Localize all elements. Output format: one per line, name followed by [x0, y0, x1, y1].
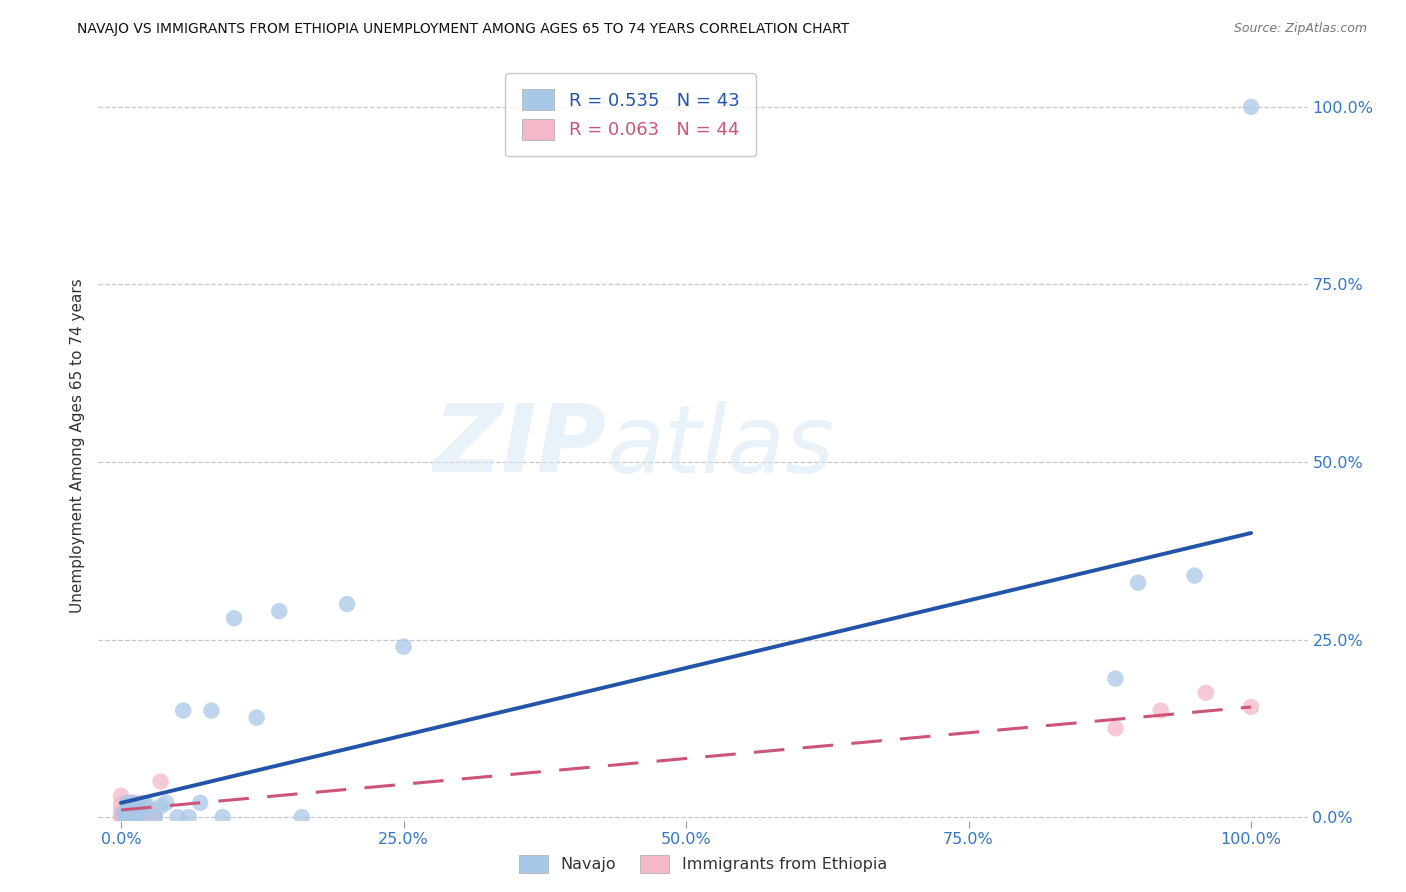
- Point: [122, 806, 145, 821]
- Point: [118, 801, 141, 815]
- Legend: Navajo, Immigrants from Ethiopia: Navajo, Immigrants from Ethiopia: [513, 848, 893, 880]
- Point: [117, 810, 139, 824]
- Point: [120, 799, 142, 814]
- Point: [112, 810, 135, 824]
- Point: [1240, 100, 1263, 114]
- Point: [149, 774, 172, 789]
- Text: NAVAJO VS IMMIGRANTS FROM ETHIOPIA UNEMPLOYMENT AMONG AGES 65 TO 74 YEARS CORREL: NAVAJO VS IMMIGRANTS FROM ETHIOPIA UNEMP…: [77, 22, 849, 37]
- Point: [111, 810, 134, 824]
- Point: [115, 803, 138, 817]
- Point: [125, 799, 148, 814]
- Point: [121, 810, 143, 824]
- Point: [110, 789, 132, 803]
- Point: [110, 797, 132, 812]
- Point: [138, 806, 160, 821]
- Point: [121, 799, 143, 814]
- Point: [125, 803, 148, 817]
- Point: [166, 810, 188, 824]
- Point: [121, 796, 143, 810]
- Point: [118, 806, 141, 821]
- Point: [1104, 721, 1126, 735]
- Point: [112, 803, 135, 817]
- Point: [114, 799, 136, 814]
- Point: [155, 796, 177, 810]
- Point: [121, 803, 143, 817]
- Point: [132, 810, 155, 824]
- Point: [124, 810, 146, 824]
- Text: ZIP: ZIP: [433, 400, 606, 492]
- Legend: R = 0.535   N = 43, R = 0.063   N = 44: R = 0.535 N = 43, R = 0.063 N = 44: [505, 73, 755, 156]
- Point: [112, 806, 135, 821]
- Point: [1195, 686, 1218, 700]
- Point: [115, 805, 138, 819]
- Point: [132, 796, 155, 810]
- Point: [172, 704, 194, 718]
- Point: [127, 806, 149, 821]
- Point: [177, 810, 200, 824]
- Text: Source: ZipAtlas.com: Source: ZipAtlas.com: [1233, 22, 1367, 36]
- Point: [143, 810, 166, 824]
- Point: [269, 604, 291, 618]
- Point: [127, 810, 149, 824]
- Point: [1126, 575, 1149, 590]
- Point: [122, 806, 145, 821]
- Point: [1104, 672, 1126, 686]
- Point: [124, 810, 146, 824]
- Point: [122, 796, 145, 810]
- Point: [118, 810, 141, 824]
- Point: [120, 799, 142, 814]
- Point: [129, 799, 152, 814]
- Point: [1150, 704, 1173, 718]
- Point: [120, 803, 142, 817]
- Point: [115, 810, 138, 824]
- Point: [122, 801, 145, 815]
- Point: [336, 597, 359, 611]
- Point: [115, 796, 138, 810]
- Point: [211, 810, 233, 824]
- Point: [120, 810, 142, 824]
- Text: atlas: atlas: [606, 401, 835, 491]
- Point: [222, 611, 245, 625]
- Point: [117, 797, 139, 812]
- Point: [121, 805, 143, 819]
- Point: [129, 806, 152, 821]
- Point: [131, 803, 153, 817]
- Point: [120, 805, 142, 819]
- Point: [112, 806, 135, 821]
- Point: [128, 799, 150, 814]
- Point: [120, 796, 142, 810]
- Point: [246, 711, 269, 725]
- Point: [110, 810, 132, 824]
- Point: [114, 810, 136, 824]
- Point: [118, 801, 141, 815]
- Point: [125, 805, 148, 819]
- Point: [125, 803, 148, 817]
- Point: [135, 797, 157, 812]
- Point: [149, 799, 172, 814]
- Point: [127, 796, 149, 810]
- Point: [110, 805, 132, 819]
- Point: [392, 640, 415, 654]
- Point: [1240, 700, 1263, 714]
- Point: [142, 803, 165, 817]
- Point: [121, 810, 143, 824]
- Point: [112, 805, 135, 819]
- Point: [117, 806, 139, 821]
- Y-axis label: Unemployment Among Ages 65 to 74 years: Unemployment Among Ages 65 to 74 years: [69, 278, 84, 614]
- Point: [200, 704, 222, 718]
- Point: [120, 806, 142, 821]
- Point: [114, 808, 136, 822]
- Point: [143, 810, 166, 824]
- Point: [128, 810, 150, 824]
- Point: [1184, 568, 1206, 582]
- Point: [188, 796, 211, 810]
- Point: [291, 810, 314, 824]
- Point: [131, 803, 153, 817]
- Point: [135, 805, 157, 819]
